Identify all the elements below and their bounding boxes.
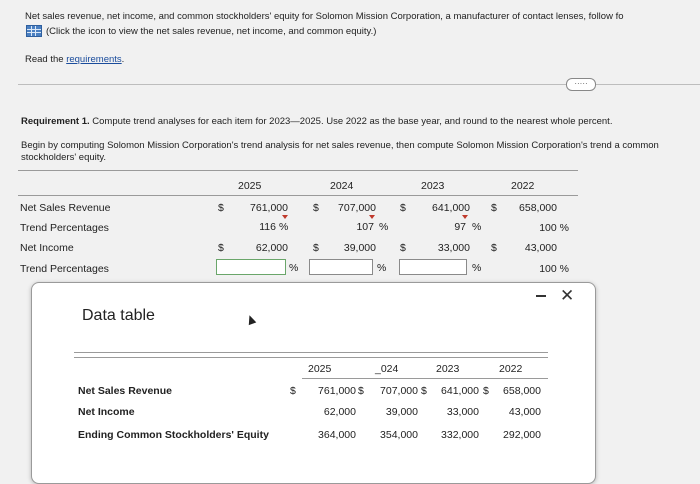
data-link-row[interactable]: (Click the icon to view the net sales re…: [26, 25, 376, 37]
read-prefix: Read the: [25, 54, 67, 65]
modal-year-2025: 2025: [308, 363, 332, 375]
intro-text: Net sales revenue, net income, and commo…: [25, 11, 624, 22]
requirement-label: Requirement 1.: [21, 116, 90, 127]
percent-sign: %: [289, 262, 299, 274]
data-link-text[interactable]: (Click the icon to view the net sales re…: [46, 25, 377, 37]
modal-year-2023: 2023: [436, 363, 460, 375]
year-header-2025: 2025: [238, 180, 262, 192]
dollar-sign: $: [290, 385, 296, 397]
net-sales-2024: 707,000: [338, 202, 376, 214]
trend-income-2022: 100 %: [539, 263, 569, 275]
dollar-sign: $: [358, 385, 364, 397]
minimize-icon[interactable]: [536, 295, 546, 297]
modal-equity-2025: 364,000: [318, 429, 356, 441]
trend-sales-2023: 97: [454, 221, 466, 233]
read-suffix: .: [121, 54, 125, 65]
dollar-sign: $: [483, 385, 489, 397]
modal-equity-2022: 292,000: [503, 429, 541, 441]
dollar-sign: $: [218, 242, 224, 254]
year-header-2022: 2022: [511, 180, 535, 192]
modal-top-rule: [74, 352, 548, 353]
dollar-sign: $: [218, 202, 224, 214]
percent-sign: %: [379, 221, 389, 233]
net-sales-2022: 658,000: [519, 202, 557, 214]
modal-row-label: Net Income: [78, 406, 135, 418]
row-label-trend-sales: Trend Percentages: [20, 222, 109, 234]
dollar-sign: $: [400, 242, 406, 254]
modal-sales-2024: 707,000: [380, 385, 418, 397]
net-sales-2025: 761,000: [250, 202, 288, 214]
header-rule: [18, 195, 578, 196]
trend-income-2025-input[interactable]: [216, 259, 286, 275]
flag-icon: [369, 215, 375, 219]
modal-top-rule-2: [74, 357, 548, 358]
trend-sales-2025: 116: [259, 221, 276, 233]
modal-income-2025: 62,000: [323, 406, 356, 418]
modal-income-2023: 33,000: [446, 406, 479, 418]
data-table-modal: Data table ✕ 2025 _024 2023 2022 Net Sal…: [31, 282, 596, 484]
modal-title: Data table: [82, 307, 155, 324]
row-label-net-income: Net Income: [20, 242, 74, 254]
close-icon[interactable]: ✕: [560, 286, 575, 305]
modal-income-2024: 39,000: [385, 406, 418, 418]
modal-sales-2023: 641,000: [441, 385, 479, 397]
dollar-sign: $: [491, 202, 497, 214]
divider: [18, 84, 700, 85]
table-icon[interactable]: [26, 25, 42, 37]
net-income-2023: 33,000: [437, 242, 470, 254]
percent-sign: %: [279, 221, 289, 233]
row-label-net-sales: Net Sales Revenue: [20, 202, 111, 214]
net-income-2022: 43,000: [524, 242, 557, 254]
percent-sign: %: [472, 262, 482, 274]
begin-instructions: Begin by computing Solomon Mission Corpo…: [21, 140, 659, 163]
trend-income-2023-input[interactable]: [399, 259, 467, 275]
modal-row-label: Net Sales Revenue: [78, 385, 172, 397]
net-sales-2023: 641,000: [432, 202, 470, 214]
modal-year-2024: _024: [375, 363, 399, 375]
dollar-sign: $: [313, 242, 319, 254]
net-income-2025: 62,000: [255, 242, 288, 254]
requirement-heading: Requirement 1. Compute trend analyses fo…: [21, 116, 612, 127]
modal-sales-2022: 658,000: [503, 385, 541, 397]
modal-row-label: Ending Common Stockholders' Equity: [78, 429, 269, 441]
modal-income-2022: 43,000: [508, 406, 541, 418]
requirement-text: Compute trend analyses for each item for…: [89, 116, 613, 127]
dollar-sign: $: [400, 202, 406, 214]
modal-equity-2023: 332,000: [441, 429, 479, 441]
more-button[interactable]: ·····: [566, 78, 596, 91]
trend-sales-2024: 107: [356, 221, 374, 233]
percent-sign: %: [472, 221, 482, 233]
table-top-rule: [18, 170, 578, 171]
dollar-sign: $: [421, 385, 427, 397]
flag-icon: [282, 215, 288, 219]
modal-year-2022: 2022: [499, 363, 523, 375]
trend-income-2024-input[interactable]: [309, 259, 373, 275]
read-requirements: Read the requirements.: [25, 54, 124, 65]
percent-sign: %: [377, 262, 387, 274]
dollar-sign: $: [491, 242, 497, 254]
flag-icon: [462, 215, 468, 219]
requirements-link[interactable]: requirements: [66, 54, 122, 65]
modal-sales-2025: 761,000: [318, 385, 356, 397]
trend-sales-2022: 100 %: [539, 222, 569, 234]
net-income-2024: 39,000: [343, 242, 376, 254]
year-header-2023: 2023: [421, 180, 445, 192]
year-header-2024: 2024: [330, 180, 354, 192]
modal-equity-2024: 354,000: [380, 429, 418, 441]
row-label-trend-income: Trend Percentages: [20, 263, 109, 275]
modal-header-rule: [302, 378, 548, 379]
dollar-sign: $: [313, 202, 319, 214]
